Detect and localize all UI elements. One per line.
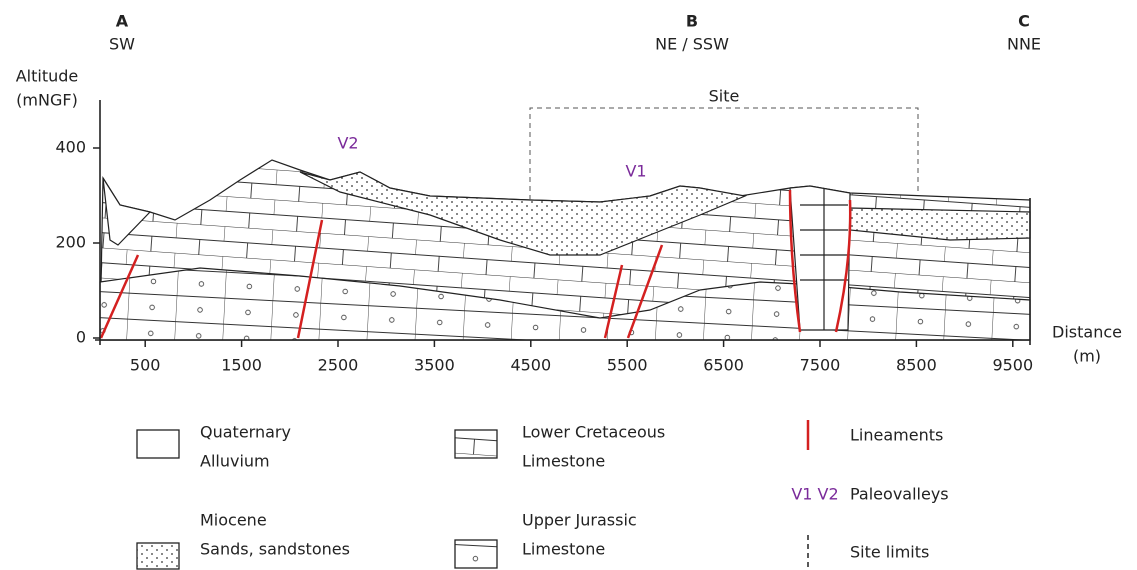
geology-part <box>102 177 152 246</box>
geology <box>99 159 1031 341</box>
legend-label: Alluvium <box>200 452 270 471</box>
x-axis-title: Distance <box>1052 323 1122 342</box>
legend-swatch <box>454 539 498 569</box>
x-tick-label: 5500 <box>607 356 648 375</box>
x-tick-label: 9500 <box>992 356 1033 375</box>
geology-part <box>800 188 848 330</box>
x-axis-title: (m) <box>1073 347 1101 366</box>
lineament <box>99 254 140 339</box>
site-limits <box>529 107 919 200</box>
lineament <box>296 219 324 339</box>
legend-label: Miocene <box>200 511 267 530</box>
point-direction: NE / SSW <box>655 35 729 54</box>
legend-label: Limestone <box>522 452 605 471</box>
legend-label: Sands, sandstones <box>200 540 350 559</box>
x-tick-label: 7500 <box>800 356 841 375</box>
legend-swatch <box>136 542 180 570</box>
geology-part <box>299 171 748 256</box>
lineament <box>788 189 802 333</box>
legend-swatch <box>454 429 498 459</box>
x-tick-label: 3500 <box>414 356 455 375</box>
legend-symbol: V1 V2 <box>791 485 838 504</box>
legend-label: Limestone <box>522 540 605 559</box>
site-label: Site <box>709 87 740 106</box>
paleovalley-label: V1 <box>625 162 646 181</box>
legend-label: Paleovalleys <box>850 485 949 504</box>
legend-label: Lineaments <box>850 426 943 445</box>
lineament <box>626 244 664 339</box>
x-tick-label: 2500 <box>318 356 359 375</box>
y-axis-title: (mNGF) <box>16 91 78 110</box>
legend-label: Lower Cretaceous <box>522 423 665 442</box>
y-tick-label: 0 <box>76 328 86 347</box>
axes <box>95 100 1031 345</box>
legend-label: Quaternary <box>200 423 291 442</box>
legend-label: Upper Jurassic <box>522 511 637 530</box>
legend-swatch <box>136 429 180 459</box>
point-letter: A <box>116 12 129 31</box>
lineament <box>603 264 624 339</box>
x-tick-label: 500 <box>130 356 161 375</box>
point-letter: C <box>1018 12 1030 31</box>
x-tick-label: 8500 <box>896 356 937 375</box>
y-tick-label: 200 <box>55 233 86 252</box>
x-tick-label: 4500 <box>510 356 551 375</box>
point-direction: SW <box>109 35 135 54</box>
point-letter: B <box>686 12 698 31</box>
x-tick-label: 6500 <box>703 356 744 375</box>
point-direction: NNE <box>1007 35 1041 54</box>
legend-label: Site limits <box>850 543 929 562</box>
legend: Quaternary Alluvium Miocene Sands, sands… <box>136 420 949 570</box>
y-axis-title: Altitude <box>16 67 79 86</box>
paleovalley-label: V2 <box>337 134 358 153</box>
lineament <box>834 199 852 333</box>
x-tick-label: 1500 <box>221 356 262 375</box>
y-tick-label: 400 <box>55 138 86 157</box>
